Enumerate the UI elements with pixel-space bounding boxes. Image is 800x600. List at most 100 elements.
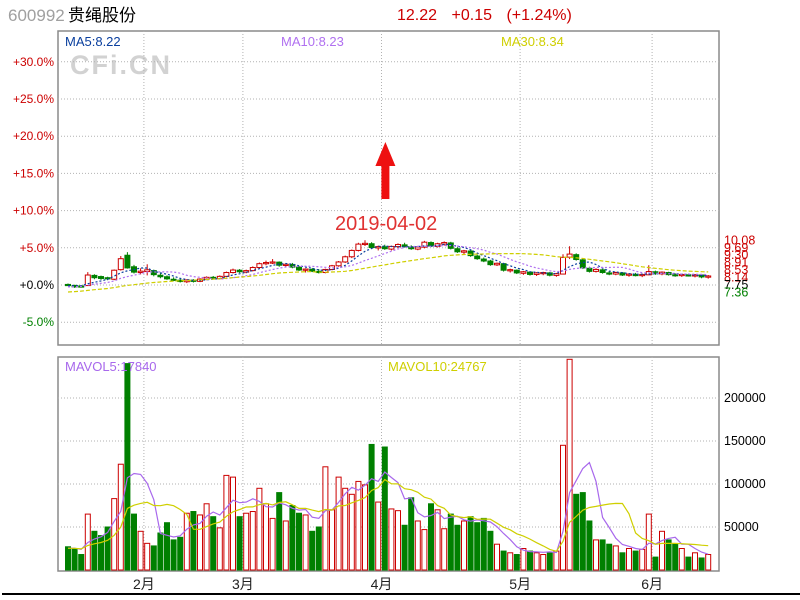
volume-bar-down bbox=[315, 526, 322, 571]
volume-bar-up bbox=[111, 498, 118, 571]
volume-bar-up bbox=[348, 493, 355, 571]
volume-bar-up bbox=[329, 509, 335, 571]
candle-body-up bbox=[302, 268, 309, 271]
cfi-watermark: CFi.CN bbox=[70, 50, 172, 80]
candle-body-down bbox=[368, 243, 375, 249]
candle-body-up bbox=[533, 272, 540, 275]
volume-bar-down bbox=[467, 516, 474, 571]
price-right-tick-label: 7.36 bbox=[724, 285, 748, 299]
candle-body-down bbox=[454, 248, 461, 253]
volume-right-tick-label: 100000 bbox=[724, 477, 766, 491]
candle-body-up bbox=[494, 262, 500, 266]
candle-body-down bbox=[467, 250, 474, 257]
candle-body-down bbox=[309, 268, 316, 272]
mavol10-line bbox=[68, 478, 709, 552]
candle-body-up bbox=[263, 262, 269, 265]
volume-bar-up bbox=[421, 529, 428, 571]
candle-body-down bbox=[170, 278, 177, 281]
candle-body-up bbox=[705, 275, 712, 278]
candle-body-down bbox=[606, 272, 613, 275]
month-label: 2月 bbox=[133, 576, 155, 592]
candle-body-down bbox=[381, 246, 388, 250]
price-right-tick-label: 8.91 bbox=[724, 256, 748, 270]
mavol5-legend-label: MAVOL5:17840 bbox=[65, 359, 157, 374]
volume-bar-up bbox=[560, 444, 566, 571]
volume-bar-up bbox=[507, 552, 514, 571]
volume-bar-down bbox=[104, 526, 111, 571]
candle-body-down bbox=[513, 269, 520, 274]
price-left-tick-label: -5.0% bbox=[23, 315, 55, 329]
volume-bar-down bbox=[428, 503, 434, 571]
volume-bar-up bbox=[183, 512, 190, 571]
volume-bar-down bbox=[124, 363, 131, 571]
volume-bar-down bbox=[447, 513, 454, 571]
volume-bar-up bbox=[593, 539, 599, 571]
price-ma-lines bbox=[67, 243, 709, 293]
ma30-line bbox=[67, 252, 709, 293]
candle-body-up bbox=[355, 243, 362, 251]
candle-body-down bbox=[474, 255, 481, 260]
volume-bar-up bbox=[414, 520, 421, 571]
volume-bar-down bbox=[309, 530, 316, 571]
annotation-arrow-icon bbox=[375, 142, 396, 199]
volume-bar-up bbox=[612, 545, 619, 571]
price-change-percent: (+1.24%) bbox=[506, 7, 572, 24]
candle-body-down bbox=[632, 273, 639, 277]
volume-bar-up bbox=[302, 514, 309, 571]
volume-bar-up bbox=[566, 358, 573, 571]
volume-bar-down bbox=[527, 550, 533, 571]
volume-bar-down bbox=[131, 513, 137, 571]
volume-bar-down bbox=[408, 497, 415, 571]
candle-body-up bbox=[566, 253, 573, 258]
candle-body-up bbox=[249, 267, 256, 272]
volume-bar-up bbox=[395, 510, 401, 571]
candle-body-up bbox=[348, 249, 355, 258]
volume-bar-up bbox=[263, 503, 269, 571]
volume-bar-up bbox=[269, 517, 276, 571]
volume-bar-up bbox=[659, 530, 665, 571]
volume-bar-down bbox=[487, 530, 494, 571]
volume-bar-up bbox=[243, 512, 250, 571]
volume-bar-down bbox=[652, 556, 659, 571]
candle-body-up bbox=[282, 263, 289, 266]
volume-bar-up bbox=[230, 476, 236, 571]
candle-body-down bbox=[157, 274, 164, 278]
candle-body-up bbox=[117, 258, 124, 271]
candle-body-up bbox=[507, 269, 514, 272]
candle-body-up bbox=[342, 256, 349, 263]
volume-bar-up bbox=[388, 508, 395, 571]
volume-bar-down bbox=[210, 516, 217, 571]
volume-bar-down bbox=[474, 522, 481, 571]
candle-body-up bbox=[256, 263, 263, 269]
candle-body-up bbox=[626, 273, 632, 276]
candle-body-up bbox=[335, 261, 342, 267]
volume-bar-up bbox=[639, 548, 646, 571]
volume-bar-down bbox=[606, 543, 613, 571]
candle-body-up bbox=[243, 270, 250, 273]
volume-bar-up bbox=[282, 520, 289, 571]
volume-right-tick-label: 50000 bbox=[724, 520, 759, 534]
volume-bar-up bbox=[335, 476, 342, 571]
volume-bar-down bbox=[546, 552, 553, 571]
volume-bar-up bbox=[223, 474, 230, 571]
candle-body-down bbox=[91, 274, 98, 279]
volume-bars bbox=[65, 358, 712, 571]
ma10-line bbox=[67, 245, 709, 288]
candle-body-up bbox=[421, 241, 428, 248]
volume-bar-down bbox=[480, 517, 487, 571]
price-right-tick-label: 9.69 bbox=[724, 241, 748, 255]
candle-body-up bbox=[269, 261, 276, 264]
price-left-tick-label: +5.0% bbox=[20, 241, 55, 255]
candle-body-up bbox=[223, 272, 230, 277]
stock-code: 600992 bbox=[8, 6, 65, 25]
volume-bar-down bbox=[164, 522, 170, 571]
volume-bar-down bbox=[632, 550, 639, 571]
ma10-legend-label: MA10:8.23 bbox=[281, 34, 344, 49]
volume-bar-down bbox=[454, 524, 461, 571]
date-annotation: 2019-04-02 bbox=[335, 213, 438, 235]
candle-body-down bbox=[236, 269, 243, 273]
volume-bar-down bbox=[78, 554, 85, 571]
candle-body-down bbox=[296, 266, 302, 271]
candle-body-down bbox=[586, 267, 593, 272]
